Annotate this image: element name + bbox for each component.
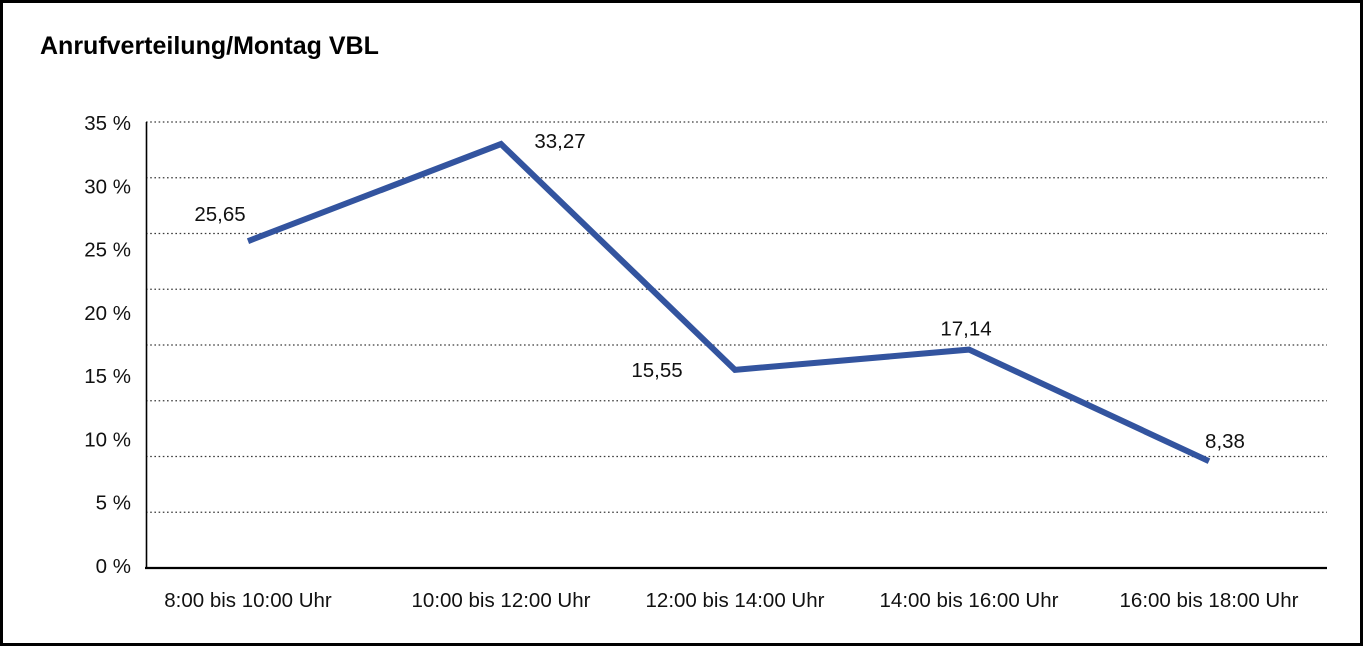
data-point-label: 33,27 (534, 130, 585, 153)
y-tick-label: 35 % (84, 112, 131, 135)
data-series-line (246, 140, 1211, 464)
x-category-label: 14:00 bis 16:00 Uhr (880, 589, 1059, 612)
data-point-label: 8,38 (1205, 430, 1245, 453)
y-tick-label: 10 % (84, 428, 131, 451)
y-tick-label: 5 % (96, 492, 131, 515)
y-tick-label: 20 % (84, 302, 131, 325)
line-chart: 35 % 30 % 25 % 20 % 15 % 10 % 5 % 0 % 8:00 bis 1… (84, 112, 1327, 612)
chart-title: Anrufverteilung/Montag VBL (40, 32, 379, 60)
y-tick-label: 15 % (84, 365, 131, 388)
x-category-label: 12:00 bis 14:00 Uhr (646, 589, 825, 612)
data-point-label: 15,55 (631, 359, 682, 382)
y-tick-label: 30 % (84, 175, 131, 198)
x-category-label: 8:00 bis 10:00 Uhr (164, 589, 332, 612)
data-point-label: 25,65 (194, 203, 245, 226)
data-point-label: 17,14 (940, 318, 991, 341)
y-tick-label: 0 % (96, 555, 131, 578)
x-category-label: 10:00 bis 12:00 Uhr (412, 589, 591, 612)
y-tick-label: 25 % (84, 239, 131, 262)
x-category-label: 16:00 bis 18:00 Uhr (1120, 589, 1299, 612)
